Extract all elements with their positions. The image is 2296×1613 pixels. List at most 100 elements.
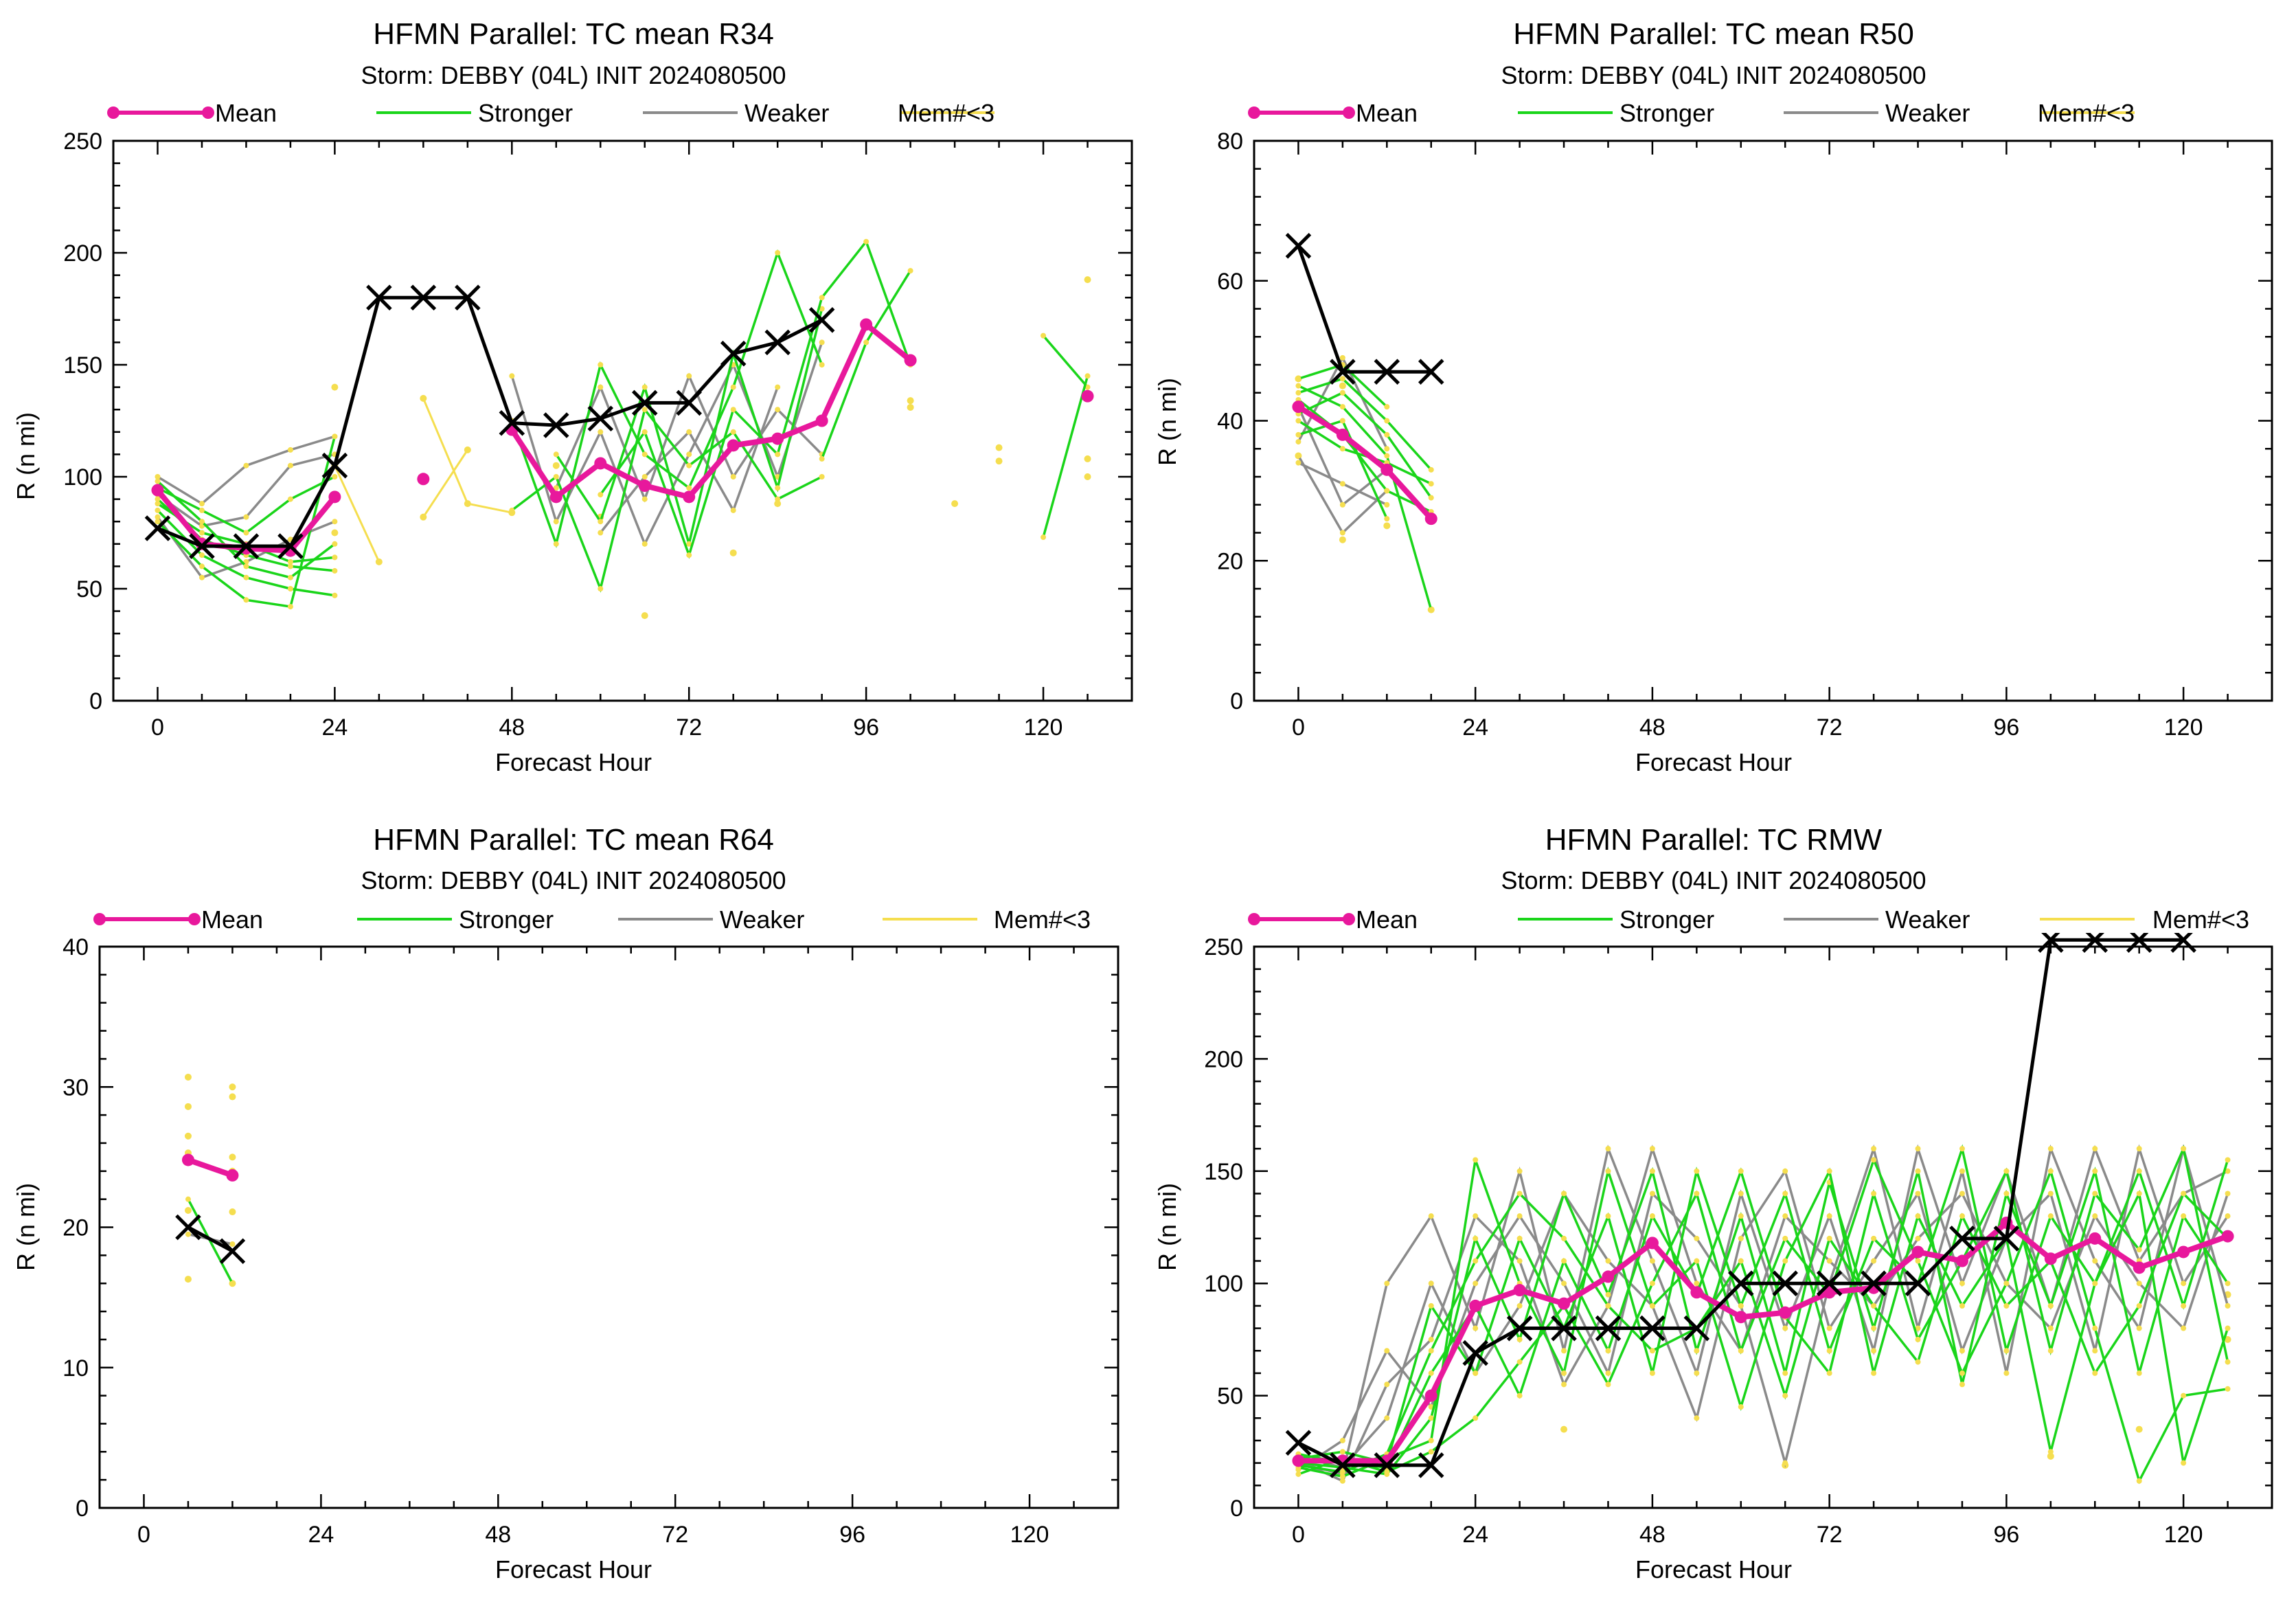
data-point-weaker xyxy=(1384,1348,1390,1354)
data-point-stronger xyxy=(907,268,913,274)
data-point-best-track xyxy=(455,284,481,311)
data-point-stronger xyxy=(2003,1302,2010,1309)
data-point-stronger xyxy=(1384,453,1390,459)
data-point-stronger xyxy=(1473,1235,1479,1241)
data-point-weaker xyxy=(2047,1325,2054,1331)
data-point-weaker xyxy=(155,474,161,480)
data-point-best-track xyxy=(1993,1226,2020,1252)
data-point-weaker xyxy=(1871,1258,1877,1264)
data-point-stronger xyxy=(1649,1213,1655,1219)
data-point-weaker xyxy=(1384,501,1390,508)
data-point-weaker xyxy=(2225,1191,2231,1197)
data-point-stronger xyxy=(1428,495,1434,501)
data-point-best-track xyxy=(1595,1315,1622,1342)
data-point-stronger xyxy=(1915,1168,1921,1174)
data-point-stronger xyxy=(2225,1281,2231,1287)
data-point-stronger xyxy=(1428,607,1434,613)
data-point-stronger xyxy=(243,530,249,536)
x-tick-label: 120 xyxy=(2164,1522,2203,1548)
data-point-best-track xyxy=(1374,1452,1400,1478)
data-point-weaker xyxy=(1339,481,1345,487)
data-point-stronger xyxy=(1782,1258,1788,1264)
data-point-stronger xyxy=(1826,1168,1832,1174)
data-point-stronger xyxy=(553,541,559,547)
series-line-stronger xyxy=(1297,391,1433,499)
legend-mean-marker xyxy=(1343,913,1355,925)
data-point-stronger xyxy=(553,474,559,480)
legend: Mean Stronger Weaker Mem#<3 xyxy=(107,99,994,127)
chart-r50: HFMN Parallel: TC mean R50 Storm: DEBBY … xyxy=(1153,17,2135,776)
data-point-stronger xyxy=(2047,1213,2054,1219)
data-point-best-track xyxy=(2126,933,2152,953)
data-point-stronger xyxy=(1738,1302,1744,1309)
data-point-weaker xyxy=(641,474,648,480)
data-point-mean xyxy=(328,490,341,504)
data-point-stronger xyxy=(775,496,781,502)
data-point-mean xyxy=(226,1169,239,1182)
data-point-memlt3 xyxy=(907,403,914,411)
data-point-best-track xyxy=(1506,1315,1533,1342)
data-point-stronger xyxy=(287,604,293,610)
y-tick-label: 0 xyxy=(76,1496,89,1522)
data-point-memlt3 xyxy=(951,500,959,508)
data-point-weaker xyxy=(1384,1415,1390,1421)
data-point-mean xyxy=(1779,1306,1792,1319)
data-point-best-track xyxy=(1816,1270,1843,1296)
data-point-weaker xyxy=(1473,1281,1479,1287)
data-point-stronger xyxy=(198,530,205,536)
data-point-weaker xyxy=(185,1231,191,1237)
data-point-stronger xyxy=(1738,1348,1744,1354)
data-point-stronger xyxy=(1782,1235,1788,1241)
data-point-mean xyxy=(1734,1311,1747,1324)
data-point-stronger xyxy=(1384,488,1390,494)
data-point-stronger xyxy=(332,474,338,480)
data-point-weaker xyxy=(1473,1325,1479,1331)
data-point-weaker xyxy=(287,462,293,469)
x-tick-label: 120 xyxy=(1010,1522,1049,1548)
data-point-stronger xyxy=(1782,1191,1788,1197)
legend-stronger-label: Stronger xyxy=(478,99,573,127)
data-point-weaker xyxy=(1384,446,1390,452)
x-tick-label: 24 xyxy=(308,1522,334,1548)
data-point-weaker xyxy=(1516,1258,1523,1264)
data-point-weaker xyxy=(2225,1168,2231,1174)
data-point-weaker xyxy=(553,519,559,525)
data-point-mean xyxy=(2044,1252,2057,1265)
data-point-mean xyxy=(151,484,164,497)
data-point-stronger xyxy=(185,1196,191,1202)
data-point-stronger xyxy=(2136,1191,2142,1197)
data-point-stronger xyxy=(332,592,338,598)
plot-area-2: 0 24 48 72 96 120 0 10 20 30 40 xyxy=(62,934,1119,1548)
y-tick-label: 0 xyxy=(1230,1496,1243,1522)
data-point-stronger xyxy=(1959,1370,1965,1376)
data-point-mean xyxy=(2089,1232,2102,1245)
data-point-stronger xyxy=(1871,1370,1877,1376)
data-point-stronger xyxy=(332,567,338,574)
legend-stronger-label: Stronger xyxy=(1619,905,1714,934)
x-tick-label: 24 xyxy=(1462,714,1488,741)
data-point-weaker xyxy=(2136,1281,2142,1287)
data-point-weaker xyxy=(1959,1191,1965,1197)
plot-area-3: 0 24 48 72 96 120 0 50 100 150 200 250 xyxy=(1204,933,2273,1548)
data-point-stronger xyxy=(1826,1370,1832,1376)
data-point-weaker xyxy=(2136,1146,2142,1152)
y-tick-label: 50 xyxy=(76,576,102,602)
data-point-stronger xyxy=(1871,1235,1877,1241)
data-point-weaker xyxy=(1516,1302,1523,1309)
plot-area-1: 0 24 48 72 96 120 0 20 40 60 80 xyxy=(1217,128,2273,741)
data-point-stronger xyxy=(1605,1168,1611,1174)
data-point-memlt3 xyxy=(331,529,339,537)
data-point-weaker xyxy=(1738,1235,1744,1241)
data-point-best-track xyxy=(1374,359,1400,385)
chart-r34: HFMN Parallel: TC mean R34 Storm: DEBBY … xyxy=(12,17,994,776)
data-point-weaker xyxy=(1428,1213,1434,1219)
data-point-stronger xyxy=(1084,384,1091,390)
legend-mean-marker xyxy=(1343,106,1355,119)
data-point-weaker xyxy=(598,384,604,390)
data-point-best-track xyxy=(1418,359,1444,385)
data-point-memlt3 xyxy=(2135,1425,2143,1433)
series-line-stronger xyxy=(1298,1144,2229,1469)
data-point-weaker xyxy=(730,507,736,513)
data-point-weaker xyxy=(1782,1213,1788,1219)
